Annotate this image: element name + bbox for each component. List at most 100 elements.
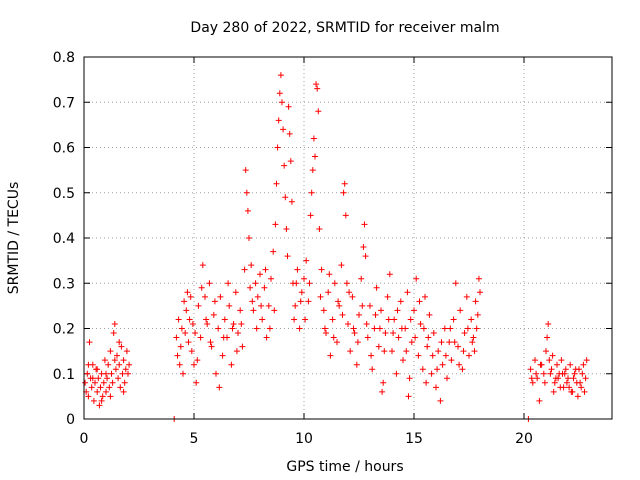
data-point: [570, 375, 577, 382]
data-point: [292, 302, 299, 309]
data-point: [207, 339, 214, 346]
data-point: [229, 325, 236, 332]
data-point: [528, 375, 535, 382]
data-point: [381, 348, 388, 355]
data-point: [429, 352, 436, 359]
data-point: [565, 375, 571, 382]
data-point: [285, 103, 292, 110]
data-point: [173, 334, 180, 341]
data-point: [181, 298, 188, 305]
data-point: [438, 339, 445, 346]
data-point: [192, 330, 199, 337]
data-point: [310, 135, 317, 142]
data-point: [107, 348, 114, 355]
data-point: [473, 325, 480, 332]
data-point: [446, 339, 453, 346]
data-point: [111, 357, 118, 364]
data-point: [213, 370, 219, 377]
data-point: [378, 307, 384, 314]
data-point: [193, 379, 200, 386]
data-point: [475, 275, 482, 282]
data-point: [464, 325, 471, 332]
data-point: [318, 266, 325, 273]
data-point: [316, 225, 323, 232]
data-point: [404, 289, 411, 296]
data-point: [270, 248, 277, 255]
data-point: [412, 334, 419, 341]
data-point: [554, 361, 560, 368]
data-point: [380, 379, 387, 386]
data-point: [120, 357, 127, 364]
data-point: [400, 357, 406, 364]
data-point: [252, 280, 259, 287]
data-point: [225, 280, 232, 287]
data-point: [320, 307, 327, 314]
data-point: [376, 325, 383, 332]
data-point: [202, 293, 208, 300]
data-point: [408, 339, 415, 346]
data-point: [119, 370, 126, 377]
data-point: [558, 357, 565, 364]
data-point: [301, 275, 307, 282]
data-point: [441, 325, 448, 332]
data-point: [336, 302, 343, 309]
data-point: [239, 343, 246, 350]
y-tick-label: 0.3: [53, 276, 75, 292]
data-point: [120, 388, 127, 395]
data-point: [108, 370, 115, 377]
data-point: [284, 253, 291, 260]
y-tick-label: 0.8: [53, 50, 75, 66]
data-point: [343, 280, 350, 287]
data-point: [122, 366, 129, 373]
data-point: [283, 225, 290, 232]
data-point: [203, 316, 210, 323]
data-point: [562, 366, 569, 373]
data-point: [86, 339, 93, 346]
data-point: [184, 289, 191, 296]
data-point: [341, 180, 348, 187]
data-point: [420, 325, 427, 332]
data-point: [266, 325, 273, 332]
data-point: [434, 366, 441, 373]
data-point: [294, 266, 301, 273]
data-point: [360, 244, 367, 251]
data-point: [110, 330, 117, 337]
data-point: [559, 370, 566, 377]
data-point: [317, 293, 324, 300]
data-point: [356, 311, 362, 318]
data-point: [477, 289, 483, 296]
data-point: [303, 257, 310, 264]
x-tick-label: 0: [80, 431, 89, 447]
data-point: [109, 379, 116, 386]
data-point: [369, 366, 376, 373]
data-point: [345, 320, 351, 327]
data-point: [314, 85, 321, 92]
x-tick-label: 15: [405, 431, 423, 447]
data-point: [349, 293, 356, 300]
data-point: [280, 126, 287, 133]
data-point: [187, 293, 194, 300]
x-tick-label: 10: [295, 431, 313, 447]
data-point: [104, 375, 111, 382]
data-point: [288, 198, 295, 205]
data-point: [578, 384, 585, 391]
data-point: [107, 393, 114, 400]
data-point: [208, 343, 215, 350]
data-point: [371, 325, 378, 332]
data-point: [282, 194, 289, 201]
data-point: [415, 352, 422, 359]
data-point: [548, 366, 555, 373]
data-point: [263, 334, 270, 341]
data-point: [450, 316, 457, 323]
data-point: [195, 302, 202, 309]
data-point: [367, 302, 373, 309]
data-point: [243, 189, 250, 196]
data-point: [180, 370, 186, 377]
data-point: [230, 320, 237, 327]
data-point: [248, 262, 255, 269]
data-point: [96, 402, 103, 409]
data-point: [246, 235, 252, 241]
data-point: [474, 311, 481, 318]
data-point: [407, 316, 414, 323]
data-point: [566, 384, 573, 391]
